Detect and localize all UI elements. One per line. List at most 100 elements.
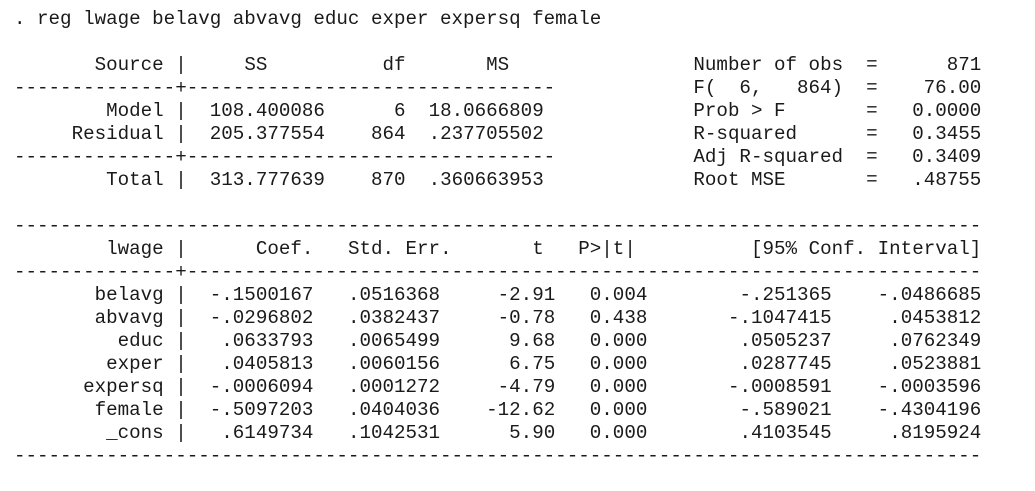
coef-value: .0633793 <box>221 330 314 352</box>
anova-row: Model | 108.400086 6 18.0666809 Prob > F… <box>106 100 982 122</box>
ci-upper: .0762349 <box>889 330 982 352</box>
stat-value: 0.3455 <box>912 123 982 145</box>
stat-value: 871 <box>946 54 982 76</box>
header-p: P>|t| <box>578 238 636 260</box>
coef-tstat: -0.78 <box>497 307 556 329</box>
coef-row: expersq | -.0006094 .0001272 -4.79 0.000… <box>83 376 982 398</box>
coef-variable: exper <box>106 353 164 375</box>
coef-tstat: -2.91 <box>497 284 556 306</box>
anova-source: Model <box>106 100 164 122</box>
coef-tstat: -12.62 <box>486 399 556 421</box>
coef-value: -.1500167 <box>209 284 314 306</box>
coef-row: abvavg | -.0296802 .0382437 -0.78 0.438 … <box>94 307 982 329</box>
coef-stderr: .0065499 <box>347 330 441 352</box>
coef-stderr: .0060156 <box>347 353 441 375</box>
coef-value: -.5097203 <box>209 399 314 421</box>
coef-pvalue: 0.000 <box>589 422 648 444</box>
coef-tstat: -4.79 <box>497 376 556 398</box>
stat-value: 76.00 <box>923 77 982 99</box>
ci-lower: -.251365 <box>739 284 832 306</box>
ci-lower: -.1047415 <box>727 307 832 329</box>
header-depvar: lwage <box>106 238 164 260</box>
anova-df: 870 <box>370 169 406 191</box>
coef-pvalue: 0.000 <box>589 399 648 421</box>
ci-upper: .0453812 <box>889 307 982 329</box>
coef-row: _cons | .6149734 .1042531 5.90 0.000 .41… <box>106 422 982 444</box>
anova-source: Residual <box>71 123 164 145</box>
anova-ms: 18.0666809 <box>428 100 544 122</box>
coef-stderr: .0516368 <box>347 284 441 306</box>
coef-pvalue: 0.000 <box>589 376 648 398</box>
anova-separator: --------------+-------------------------… <box>14 146 982 168</box>
coef-tstat: 6.75 <box>509 353 556 375</box>
ci-lower: .4103545 <box>739 422 832 444</box>
coef-pvalue: 0.004 <box>589 284 648 306</box>
stat-value: 0.0000 <box>912 100 982 122</box>
coef-row: belavg | -.1500167 .0516368 -2.91 0.004 … <box>94 284 982 306</box>
anova-ss: 205.377554 <box>209 123 325 145</box>
coef-variable: abvavg <box>94 307 164 329</box>
anova-separator: --------------+-------------------------… <box>14 77 982 99</box>
coef-tstat: 5.90 <box>509 422 556 444</box>
coef-value: .0405813 <box>221 353 314 375</box>
header-t: t <box>532 238 544 260</box>
stat-label: Prob > F <box>693 100 786 122</box>
header-df: df <box>382 54 406 76</box>
coef-variable: expersq <box>83 376 164 398</box>
anova-df: 864 <box>370 123 406 145</box>
coef-pvalue: 0.000 <box>589 330 648 352</box>
anova-row: Total | 313.777639 870 .360663953 Root M… <box>106 169 982 191</box>
coef-pvalue: 0.438 <box>589 307 648 329</box>
coef-row: female | -.5097203 .0404036 -12.62 0.000… <box>94 399 982 421</box>
stat-value: .48755 <box>912 169 982 191</box>
coef-row: educ | .0633793 .0065499 9.68 0.000 .050… <box>117 330 982 352</box>
coef-separator: --------------+-------------------------… <box>14 261 982 283</box>
coef-pvalue: 0.000 <box>589 353 648 375</box>
anova-df: 6 <box>394 100 406 122</box>
coef-variable: _cons <box>106 422 164 444</box>
header-ss: SS <box>244 54 268 76</box>
coef-row: exper | .0405813 .0060156 6.75 0.000 .02… <box>106 353 982 375</box>
stat-label: F( 6, 864) <box>693 77 844 99</box>
stat-label: Number of obs <box>693 54 844 76</box>
command-line: . reg lwage belavg abvavg educ exper exp… <box>14 8 981 31</box>
coef-stderr: .1042531 <box>347 422 441 444</box>
anova-ms: .360663953 <box>428 169 544 191</box>
anova-ss: 313.777639 <box>209 169 325 191</box>
ci-upper: -.0486685 <box>877 284 982 306</box>
anova-row: Residual | 205.377554 864 .237705502 R-s… <box>71 123 982 145</box>
ci-lower: .0505237 <box>739 330 832 352</box>
ci-upper: .0523881 <box>889 353 982 375</box>
stat-label: Adj R-squared <box>693 146 844 168</box>
blank-line <box>14 192 981 215</box>
anova-header: Source | SS df MS Number of obs = 871 <box>94 54 982 76</box>
coef-variable: belavg <box>94 284 164 306</box>
coef-stderr: .0404036 <box>347 399 441 421</box>
coef-tstat: 9.68 <box>509 330 556 352</box>
header-ms: MS <box>486 54 510 76</box>
anova-ms: .237705502 <box>428 123 544 145</box>
coef-variable: educ <box>117 330 164 352</box>
ci-lower: -.589021 <box>739 399 832 421</box>
header-source: Source <box>94 54 164 76</box>
coef-value: .6149734 <box>221 422 314 444</box>
coef-rule: ----------------------------------------… <box>14 215 982 237</box>
coef-rule: ----------------------------------------… <box>14 445 982 467</box>
anova-source: Total <box>106 169 164 191</box>
ci-upper: .8195924 <box>889 422 982 444</box>
coef-variable: female <box>94 399 164 421</box>
blank-line <box>14 31 981 54</box>
coef-stderr: .0382437 <box>347 307 441 329</box>
stat-value: 0.3409 <box>912 146 982 168</box>
coef-value: -.0296802 <box>209 307 314 329</box>
stat-label: R-squared <box>693 123 798 145</box>
ci-lower: .0287745 <box>739 353 832 375</box>
ci-lower: -.0008591 <box>727 376 832 398</box>
anova-ss: 108.400086 <box>209 100 325 122</box>
ci-upper: -.0003596 <box>877 376 982 398</box>
command-text: . reg lwage belavg abvavg educ exper exp… <box>14 8 602 30</box>
ci-upper: -.4304196 <box>877 399 982 421</box>
header-ci: [95% Conf. Interval] <box>751 238 982 260</box>
coef-stderr: .0001272 <box>347 376 441 398</box>
header-se: Std. Err. <box>347 238 452 260</box>
